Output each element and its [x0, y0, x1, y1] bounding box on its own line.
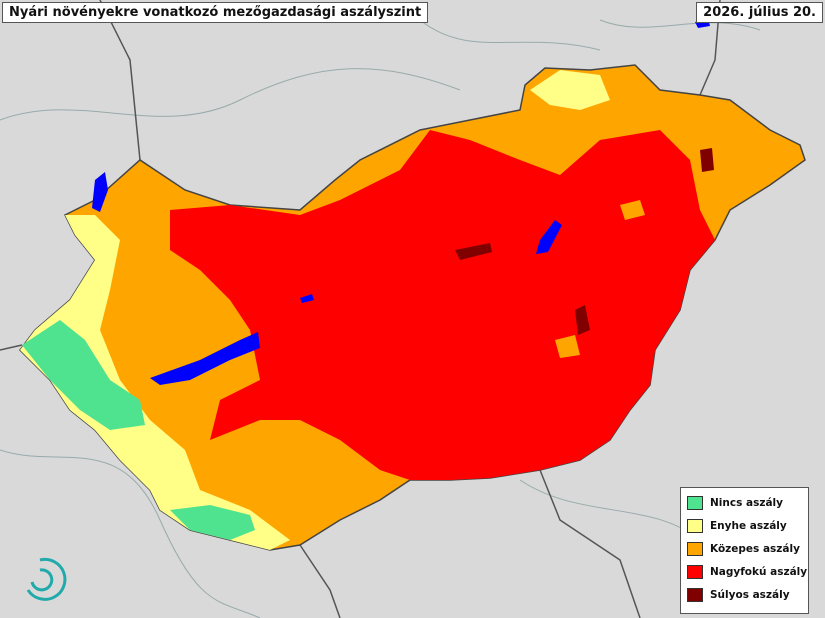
region-extreme	[455, 243, 492, 260]
lake-tisza	[536, 220, 562, 254]
legend-item: Enyhe aszály	[687, 514, 808, 537]
legend-label: Nagyfokú aszály	[710, 565, 808, 578]
lakes	[92, 18, 710, 385]
legend-item: Súlyos aszály	[687, 583, 808, 606]
legend-item: Közepes aszály	[687, 537, 808, 560]
lake-balaton	[150, 332, 260, 385]
map-title: Nyári növényekre vonatkozó mezőgazdasági…	[2, 2, 429, 23]
legend: Nincs aszály Enyhe aszály Közepes aszály Na…	[680, 487, 809, 614]
legend-swatch	[687, 495, 703, 510]
logo	[26, 557, 67, 601]
legend-swatch	[687, 541, 703, 556]
legend-label: Nincs aszály	[710, 496, 783, 509]
region-extreme	[575, 305, 590, 335]
lake-ferto	[92, 172, 108, 212]
legend-label: Közepes aszály	[710, 542, 800, 555]
map-date: 2026. július 20.	[696, 2, 823, 23]
legend-swatch	[687, 587, 703, 602]
legend-item: Nagyfokú aszály	[687, 560, 808, 583]
region-moderate	[620, 200, 645, 220]
region-mild	[20, 215, 290, 550]
region-mild	[530, 70, 610, 110]
legend-swatch	[687, 518, 703, 533]
legend-label: Enyhe aszály	[710, 519, 787, 532]
legend-label: Súlyos aszály	[710, 588, 790, 601]
legend-swatch	[687, 564, 703, 579]
region-moderate	[555, 335, 580, 358]
region-severe	[170, 130, 715, 480]
region-extreme	[700, 148, 714, 172]
region-none	[22, 320, 145, 430]
relief-lines	[0, 19, 761, 618]
lake-velence	[300, 294, 314, 303]
region-none	[170, 505, 255, 540]
legend-item: Nincs aszály	[687, 491, 808, 514]
